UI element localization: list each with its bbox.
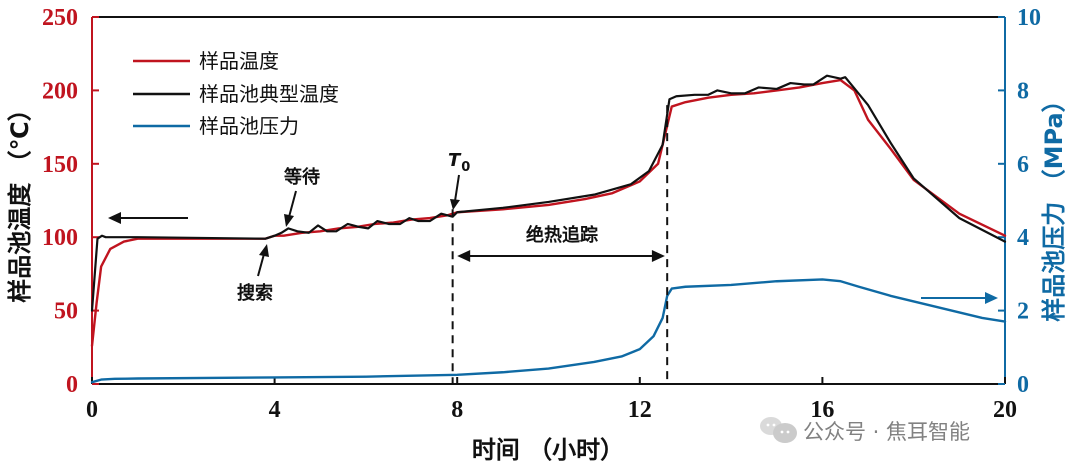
legend-label-sample-temperature: 样品温度 (199, 49, 279, 73)
y-left-tick-label: 50 (54, 299, 78, 325)
right-axis-arrow-head (985, 292, 998, 304)
adiabatic-range-left-head (457, 250, 471, 262)
annotation-adiabatic-text: 绝热追踪 (526, 224, 598, 246)
y-right-tick-label: 0 (1017, 372, 1029, 398)
annotation-t0-arrow-line (454, 174, 460, 202)
y-right-tick-label: 8 (1017, 78, 1029, 104)
y-right-tick-label: 10 (1017, 5, 1041, 31)
x-tick-label: 4 (269, 397, 281, 423)
x-tick-label: 0 (86, 397, 98, 423)
wechat-watermark: 公众号 · 焦耳智能 (760, 417, 970, 444)
annotation-t0-subscript: 0 (461, 160, 470, 175)
annotation-t0-text: T0 (448, 150, 470, 175)
y-right-tick-label: 4 (1017, 225, 1029, 251)
legend-label-cell-pressure: 样品池压力 (199, 114, 299, 138)
left-axis-arrow-head (108, 212, 121, 224)
annotation-search-arrow-line (257, 253, 265, 277)
y-right-tick-label: 6 (1017, 152, 1029, 178)
y-left-tick-label: 250 (42, 5, 78, 31)
series-layer (90, 74, 1007, 384)
annotation-t0-arrow-head (450, 199, 460, 210)
x-tick-label: 8 (451, 397, 463, 423)
annotation-search-arrow-head (259, 244, 269, 257)
series-line-1 (90, 74, 1007, 312)
y-right-tick-label: 2 (1017, 299, 1029, 325)
legend-label-cell-typical-temperature: 样品池典型温度 (199, 82, 339, 106)
annotation-wait-arrow-line (288, 190, 297, 218)
y-left-tick-label: 0 (66, 372, 78, 398)
series-line-2 (90, 278, 1007, 384)
y-axis-left-title: 样品池温度 （℃） (6, 97, 34, 302)
watermark-text: 公众号 · 焦耳智能 (803, 420, 970, 444)
annotation-search-text: 搜索 (237, 282, 273, 304)
x-tick-label: 16 (810, 397, 834, 423)
annotation-wait-arrow-head (284, 214, 294, 227)
annotation-wait-text: 等待 (284, 166, 320, 188)
y-left-tick-label: 100 (42, 225, 78, 251)
y-left-tick-label: 150 (42, 152, 78, 178)
x-tick-label: 20 (993, 397, 1017, 423)
x-axis-title: 时间 （小时） (472, 436, 624, 464)
adiabatic-range-right-head (651, 250, 665, 262)
annotation-t0-main: T (448, 150, 462, 171)
y-axis-right-title: 样品池压力 （MPa） (1040, 88, 1068, 321)
wechat-icon (760, 417, 797, 443)
y-left-tick-label: 200 (42, 78, 78, 104)
x-tick-label: 12 (628, 397, 652, 423)
